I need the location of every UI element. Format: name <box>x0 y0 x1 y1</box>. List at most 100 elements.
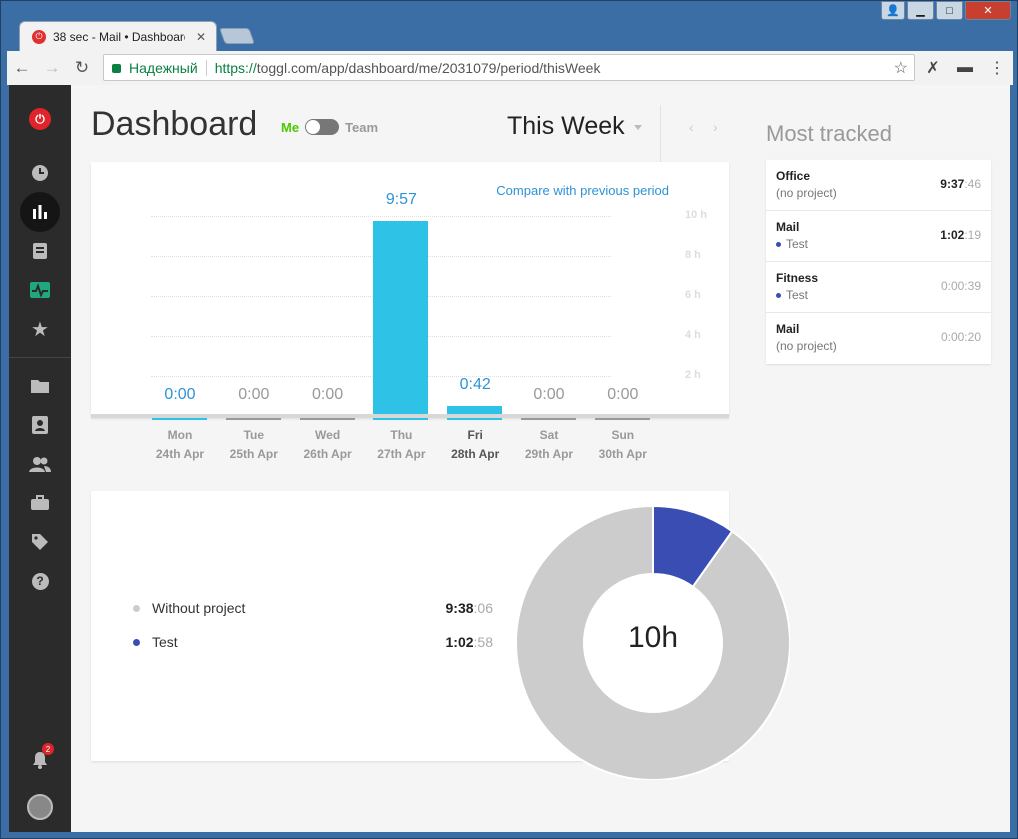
chart-bar[interactable] <box>152 416 207 420</box>
maximize-button[interactable]: □ <box>936 1 963 20</box>
entry-description: Office <box>776 169 811 183</box>
bar-value-label: 0:00 <box>533 386 565 403</box>
divider <box>660 105 661 171</box>
chart-bar[interactable] <box>225 416 281 420</box>
toggle-knob <box>306 120 321 134</box>
me-team-toggle[interactable]: Me Team <box>281 119 378 135</box>
sidebar-item-clients[interactable] <box>20 405 60 445</box>
sidebar-item-timer[interactable] <box>20 153 60 193</box>
toggle-me-label[interactable]: Me <box>281 119 300 135</box>
entry-project: Test <box>776 237 981 251</box>
close-window-button[interactable]: ✕ <box>965 1 1011 20</box>
chart-bar[interactable] <box>299 416 355 420</box>
sidebar-item-dashboard[interactable] <box>20 192 60 232</box>
bar-value-label: 9:57 <box>385 191 417 208</box>
sidebar-item-insights[interactable] <box>20 270 60 310</box>
sidebar-item-team[interactable] <box>20 444 60 484</box>
new-tab-button[interactable] <box>219 28 255 44</box>
sidebar-item-workspaces[interactable] <box>20 483 60 523</box>
chart-bar[interactable] <box>373 221 429 420</box>
x-tick-label: Wed 26th Apr <box>303 428 352 461</box>
toggle-team-label[interactable]: Team <box>345 119 379 135</box>
sidebar: ⏻ ★ <box>9 85 71 832</box>
tag-icon <box>32 534 48 550</box>
entry-description: Mail <box>776 220 800 234</box>
legend-project-name: Test <box>152 634 178 650</box>
grid-line <box>151 216 611 217</box>
address-bar[interactable]: Надежный https:// toggl.com/app/dashboar… <box>103 54 915 81</box>
most-tracked-row[interactable]: Mail Test 1:02:19 <box>766 211 991 262</box>
reload-icon[interactable]: ↻ <box>74 58 90 77</box>
bar-chart-icon <box>33 205 47 219</box>
most-tracked-row[interactable]: Mail (no project) 0:00:20 <box>766 313 991 364</box>
bar-value-label: 0:42 <box>459 376 491 393</box>
sidebar-divider <box>9 357 71 358</box>
sidebar-item-notifications[interactable]: 2 <box>20 740 60 780</box>
bar-value-label: 0:00 <box>238 386 270 403</box>
back-icon[interactable]: ← <box>13 58 31 77</box>
entry-description: Fitness <box>776 271 819 285</box>
period-selector[interactable]: This Week <box>507 112 625 140</box>
x-tick-label: Sun 30th Apr <box>598 428 647 461</box>
bar-value-label: 0:00 <box>607 386 639 403</box>
lock-icon <box>112 64 121 73</box>
legend-duration: 9:38:06 <box>445 600 494 616</box>
legend-row: Test 1:02:58 <box>133 634 493 650</box>
x-tick-label: Mon 24th Apr <box>155 428 205 461</box>
sidebar-item-tags[interactable] <box>20 522 60 562</box>
star-icon: ★ <box>31 318 49 341</box>
profile-icon[interactable]: 👤 <box>881 1 905 20</box>
next-period-icon[interactable]: › <box>713 119 718 135</box>
browser-tab[interactable]: ⏻ 38 sec - Mail • Dashboard ✕ <box>19 21 217 51</box>
prev-period-icon[interactable]: ‹ <box>689 119 694 135</box>
secure-label: Надежный <box>129 59 198 76</box>
tab-close-icon[interactable]: ✕ <box>196 29 207 44</box>
chart-bar[interactable] <box>521 416 576 420</box>
help-icon: ? <box>31 572 49 590</box>
bookmark-star-icon[interactable]: ☆ <box>893 60 908 77</box>
toggl-favicon-icon: ⏻ <box>32 29 46 44</box>
y-tick-label: 4 h <box>685 329 701 341</box>
most-tracked-row[interactable]: Fitness Test 0:00:39 <box>766 262 991 313</box>
x-tick-label: Thu 27th Apr <box>377 428 426 461</box>
extensions-area: ✗ ▬ ⋮ <box>917 51 1013 85</box>
entry-project: Test <box>776 288 981 302</box>
entry-project: (no project) <box>776 339 837 353</box>
folder-icon <box>31 380 49 393</box>
donut-slice[interactable] <box>516 506 790 780</box>
sidebar-item-projects[interactable] <box>20 366 60 406</box>
project-dot <box>776 241 781 247</box>
notification-badge: 2 <box>42 743 54 755</box>
briefcase-icon <box>31 495 49 510</box>
x-tick-label: Sat 29th Apr <box>524 428 574 461</box>
clock-icon <box>32 165 48 181</box>
sidebar-item-reports[interactable] <box>20 231 60 271</box>
bar-value-label: 0:00 <box>164 386 196 403</box>
toggle-switch[interactable] <box>305 119 340 135</box>
most-tracked-row[interactable]: Office (no project) 9:37:46 <box>766 160 991 211</box>
compare-link[interactable]: Compare with previous period <box>496 183 669 198</box>
toggl-app: ⏻ ★ <box>9 85 1010 832</box>
toggl-logo-button[interactable]: ⏻ <box>20 99 60 139</box>
caret-down-icon[interactable] <box>634 125 642 130</box>
entry-project: (no project) <box>776 186 837 200</box>
entry-description: Mail <box>776 322 800 336</box>
sidebar-item-profile[interactable] <box>20 787 60 827</box>
entry-duration: 9:37:46 <box>940 177 981 191</box>
url-protocol: https:// <box>214 59 257 76</box>
extension-x-icon[interactable]: ✗ <box>926 60 940 77</box>
minimize-button[interactable]: ▁ <box>907 1 934 20</box>
menu-kebab-icon[interactable]: ⋮ <box>989 60 1005 77</box>
power-icon: ⏻ <box>29 108 51 130</box>
legend-dot <box>133 604 140 612</box>
sidebar-item-help[interactable]: ? <box>20 561 60 601</box>
sidebar-item-starred[interactable]: ★ <box>20 309 60 349</box>
tab-title: 38 sec - Mail • Dashboard <box>53 29 185 44</box>
divider <box>205 59 207 76</box>
extension-cast-icon[interactable]: ▬ <box>957 59 973 76</box>
y-tick-label: 8 h <box>685 249 701 261</box>
chart-bar[interactable] <box>594 416 650 420</box>
forward-icon[interactable]: → <box>43 58 61 77</box>
legend-duration: 1:02:58 <box>445 634 494 650</box>
